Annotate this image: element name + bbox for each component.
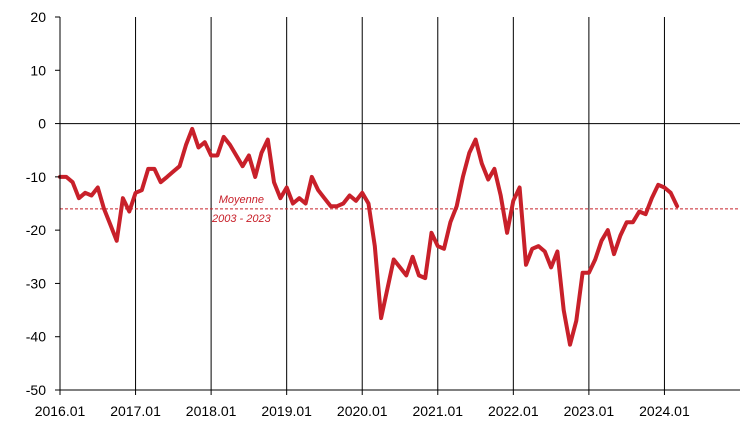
y-tick-label: -30 xyxy=(26,275,46,291)
y-tick-labels: 20 10 0 -10 -20 -30 -40 -50 xyxy=(26,9,60,398)
y-tick-label: -40 xyxy=(26,329,46,345)
x-tick-label: 2017.01 xyxy=(110,403,161,419)
y-tick-label: -20 xyxy=(26,222,46,238)
y-tick-label: -50 xyxy=(26,382,46,398)
y-tick-label: 0 xyxy=(38,116,46,132)
y-tick-label: 10 xyxy=(30,62,46,78)
x-tick-label: 2020.01 xyxy=(337,403,388,419)
axes xyxy=(59,17,740,391)
vertical-gridlines xyxy=(135,17,665,390)
x-tick-label: 2021.01 xyxy=(412,403,463,419)
x-tick-label: 2019.01 xyxy=(261,403,312,419)
x-tick-label: 2016.01 xyxy=(35,403,86,419)
x-tick-label: 2023.01 xyxy=(564,403,615,419)
x-tick-label: 2022.01 xyxy=(488,403,539,419)
y-tick-label: 20 xyxy=(30,9,46,25)
x-tick-label: 2018.01 xyxy=(186,403,237,419)
series-line-0 xyxy=(58,126,680,347)
average-label-line2: 2003 - 2023 xyxy=(211,213,272,225)
x-tick-labels: 2016.01 2017.01 2018.01 2019.01 2020.01 2021.… xyxy=(35,390,690,419)
x-tick-label: 2024.01 xyxy=(639,403,690,419)
series-group xyxy=(58,126,680,347)
y-tick-label: -10 xyxy=(26,169,46,185)
average-label-line1: Moyenne xyxy=(219,194,264,206)
